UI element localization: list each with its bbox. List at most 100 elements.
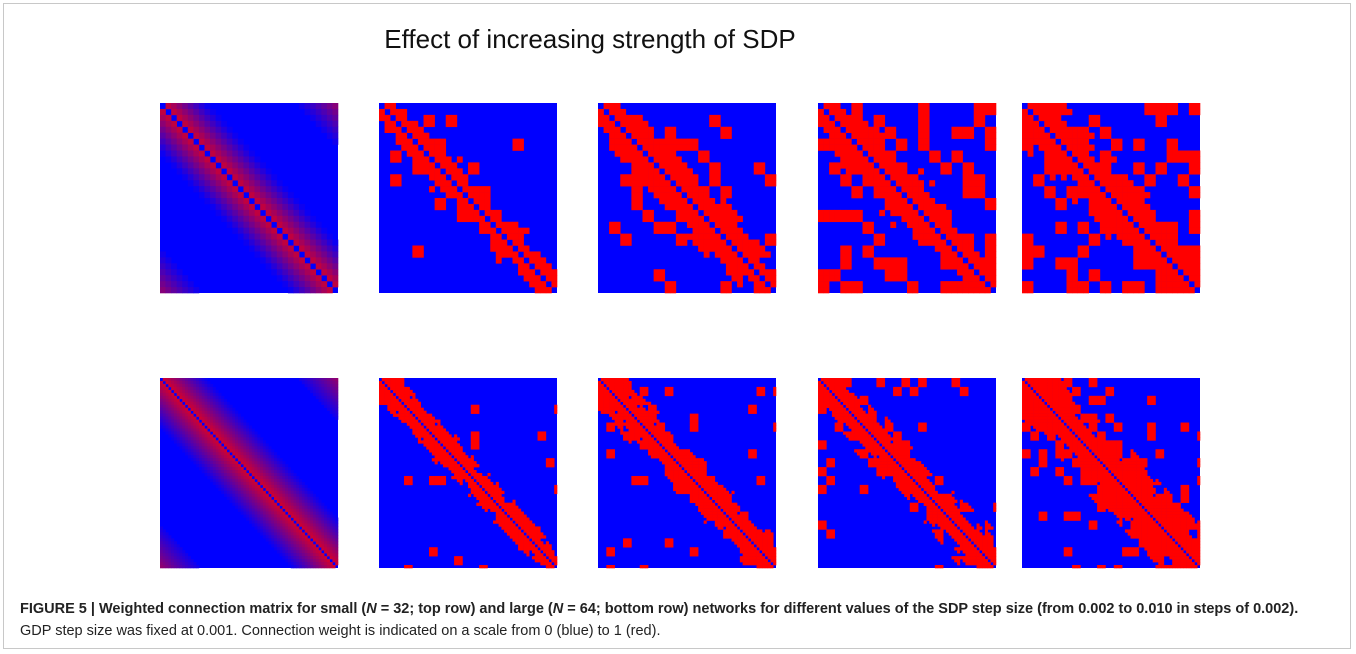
matrix-cell (204, 380, 208, 385)
matrix-cell (274, 473, 278, 477)
matrix-cell (714, 203, 721, 211)
matrix-cell (923, 203, 930, 211)
matrix-cell (268, 458, 272, 462)
matrix-cell (237, 413, 241, 417)
matrix-cell (484, 478, 488, 483)
matrix-cell (204, 428, 208, 432)
matrix-cell (165, 269, 172, 276)
matrix-cell (412, 398, 416, 403)
matrix-cell (720, 239, 727, 246)
matrix-cell (890, 162, 897, 169)
matrix-cell (856, 192, 863, 199)
matrix-cell (951, 251, 958, 258)
matrix-cell (296, 517, 300, 521)
matrix-cell (417, 428, 422, 432)
matrix-cell (1055, 114, 1062, 122)
matrix-cell (431, 553, 435, 557)
matrix-cell (429, 162, 435, 169)
matrix-cell (237, 481, 241, 486)
matrix-cell (271, 458, 275, 462)
matrix-cell (329, 410, 333, 414)
matrix-cell (415, 422, 419, 426)
matrix-cell (753, 275, 760, 282)
matrix-cell (265, 464, 269, 468)
matrix-cell (168, 392, 172, 397)
matrix-cell (639, 389, 643, 394)
matrix-cell (198, 434, 203, 438)
matrix-cell (470, 490, 474, 495)
matrix-cell (540, 535, 544, 539)
matrix-cell (196, 452, 200, 456)
matrix-cell (725, 132, 732, 139)
matrix-cell (282, 275, 289, 282)
matrix-cell (182, 275, 189, 282)
matrix-cell (962, 251, 969, 258)
matrix-cell (1055, 198, 1062, 205)
matrix-cell (412, 245, 419, 252)
matrix-cell (1116, 209, 1123, 217)
matrix-cell (171, 138, 177, 145)
matrix-cell (659, 162, 666, 169)
matrix-cell (260, 487, 264, 492)
matrix-cell (171, 103, 177, 110)
matrix-cell (257, 437, 261, 441)
matrix-cell (940, 287, 947, 294)
matrix-cell (434, 550, 438, 554)
matrix-cell (207, 458, 211, 462)
matrix-cell (210, 440, 214, 444)
matrix-cell (196, 437, 200, 441)
matrix-cell (476, 404, 480, 408)
matrix-cell (1155, 108, 1162, 116)
matrix-cell (603, 386, 607, 391)
matrix-cell (165, 114, 172, 122)
matrix-cell (207, 446, 211, 450)
matrix-cell (1038, 245, 1045, 252)
matrix-cell (487, 490, 491, 495)
matrix-cell (440, 461, 444, 465)
matrix-cell (945, 233, 952, 240)
matrix-cell (512, 526, 516, 530)
matrix-cell (193, 108, 200, 116)
matrix-cell (1077, 192, 1084, 199)
matrix-cell (1177, 245, 1184, 252)
matrix-cell (304, 529, 308, 533)
matrix-cell (240, 490, 244, 495)
matrix-cell (462, 470, 466, 474)
matrix-cell (210, 126, 216, 133)
matrix-cell (307, 523, 311, 527)
matrix-cell (215, 422, 219, 426)
matrix-cell (653, 269, 660, 276)
matrix-cell (254, 227, 261, 234)
matrix-cell (168, 562, 172, 566)
matrix-cell (929, 215, 936, 223)
matrix-cell (232, 461, 236, 465)
matrix-cell (1088, 144, 1095, 151)
matrix-cell (720, 287, 727, 294)
matrix-cell (176, 269, 183, 276)
matrix-cell (196, 431, 200, 435)
matrix-cell (764, 180, 771, 187)
matrix-cell (512, 144, 519, 151)
matrix-cell (818, 138, 824, 145)
matrix-cell (401, 386, 405, 391)
matrix-cell (1033, 108, 1039, 116)
matrix-cell (187, 416, 191, 420)
matrix-cell (423, 437, 427, 441)
matrix-cell (856, 150, 863, 157)
matrix-cell (501, 520, 505, 524)
matrix-cell (473, 470, 477, 474)
matrix-cell (304, 251, 311, 258)
matrix-cell (332, 565, 336, 569)
matrix-cell (171, 269, 177, 276)
matrix-cell (868, 162, 874, 169)
matrix-cell (440, 180, 447, 187)
matrix-cell (276, 523, 280, 527)
matrix-cell (210, 470, 214, 474)
matrix-cell (171, 395, 175, 400)
matrix-cell (401, 378, 405, 382)
matrix-cell (518, 245, 524, 252)
matrix-cell (165, 535, 169, 539)
matrix-cell (406, 392, 410, 397)
matrix-cell (210, 437, 214, 441)
matrix-cell (290, 514, 294, 518)
